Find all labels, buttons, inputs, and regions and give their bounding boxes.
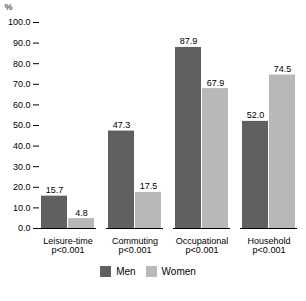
svg-text:80.0: 80.0 <box>13 59 31 69</box>
svg-text:17.5: 17.5 <box>140 181 158 191</box>
svg-text:15.7: 15.7 <box>46 185 64 195</box>
svg-text:20.0: 20.0 <box>13 182 31 192</box>
svg-text:10.0: 10.0 <box>13 203 31 213</box>
svg-text:50.0: 50.0 <box>13 120 31 130</box>
svg-text:%: % <box>5 2 13 12</box>
svg-text:47.3: 47.3 <box>113 120 131 130</box>
svg-text:Leisure-timep<0.001: Leisure-timep<0.001 <box>43 236 93 255</box>
svg-text:67.9: 67.9 <box>207 78 225 88</box>
svg-text:4.8: 4.8 <box>75 208 88 218</box>
svg-text:0.0: 0.0 <box>18 223 31 233</box>
svg-text:90.0: 90.0 <box>13 38 31 48</box>
svg-text:74.5: 74.5 <box>274 64 292 74</box>
svg-text:60.0: 60.0 <box>13 100 31 110</box>
svg-text:70.0: 70.0 <box>13 79 31 89</box>
svg-text:30.0: 30.0 <box>13 162 31 172</box>
svg-text:52.0: 52.0 <box>247 110 265 120</box>
svg-text:100.0: 100.0 <box>8 17 31 27</box>
html-text:Men: Men <box>116 266 136 277</box>
svg-text:40.0: 40.0 <box>13 141 31 151</box>
svg-text:Commutingp<0.001: Commutingp<0.001 <box>112 236 158 255</box>
svg-text:Householdp<0.001: Householdp<0.001 <box>247 236 290 255</box>
html-text:Women: Women <box>161 266 196 277</box>
svg-text:Occupationalp<0.001: Occupationalp<0.001 <box>176 236 229 255</box>
svg-text:87.9: 87.9 <box>180 36 198 46</box>
